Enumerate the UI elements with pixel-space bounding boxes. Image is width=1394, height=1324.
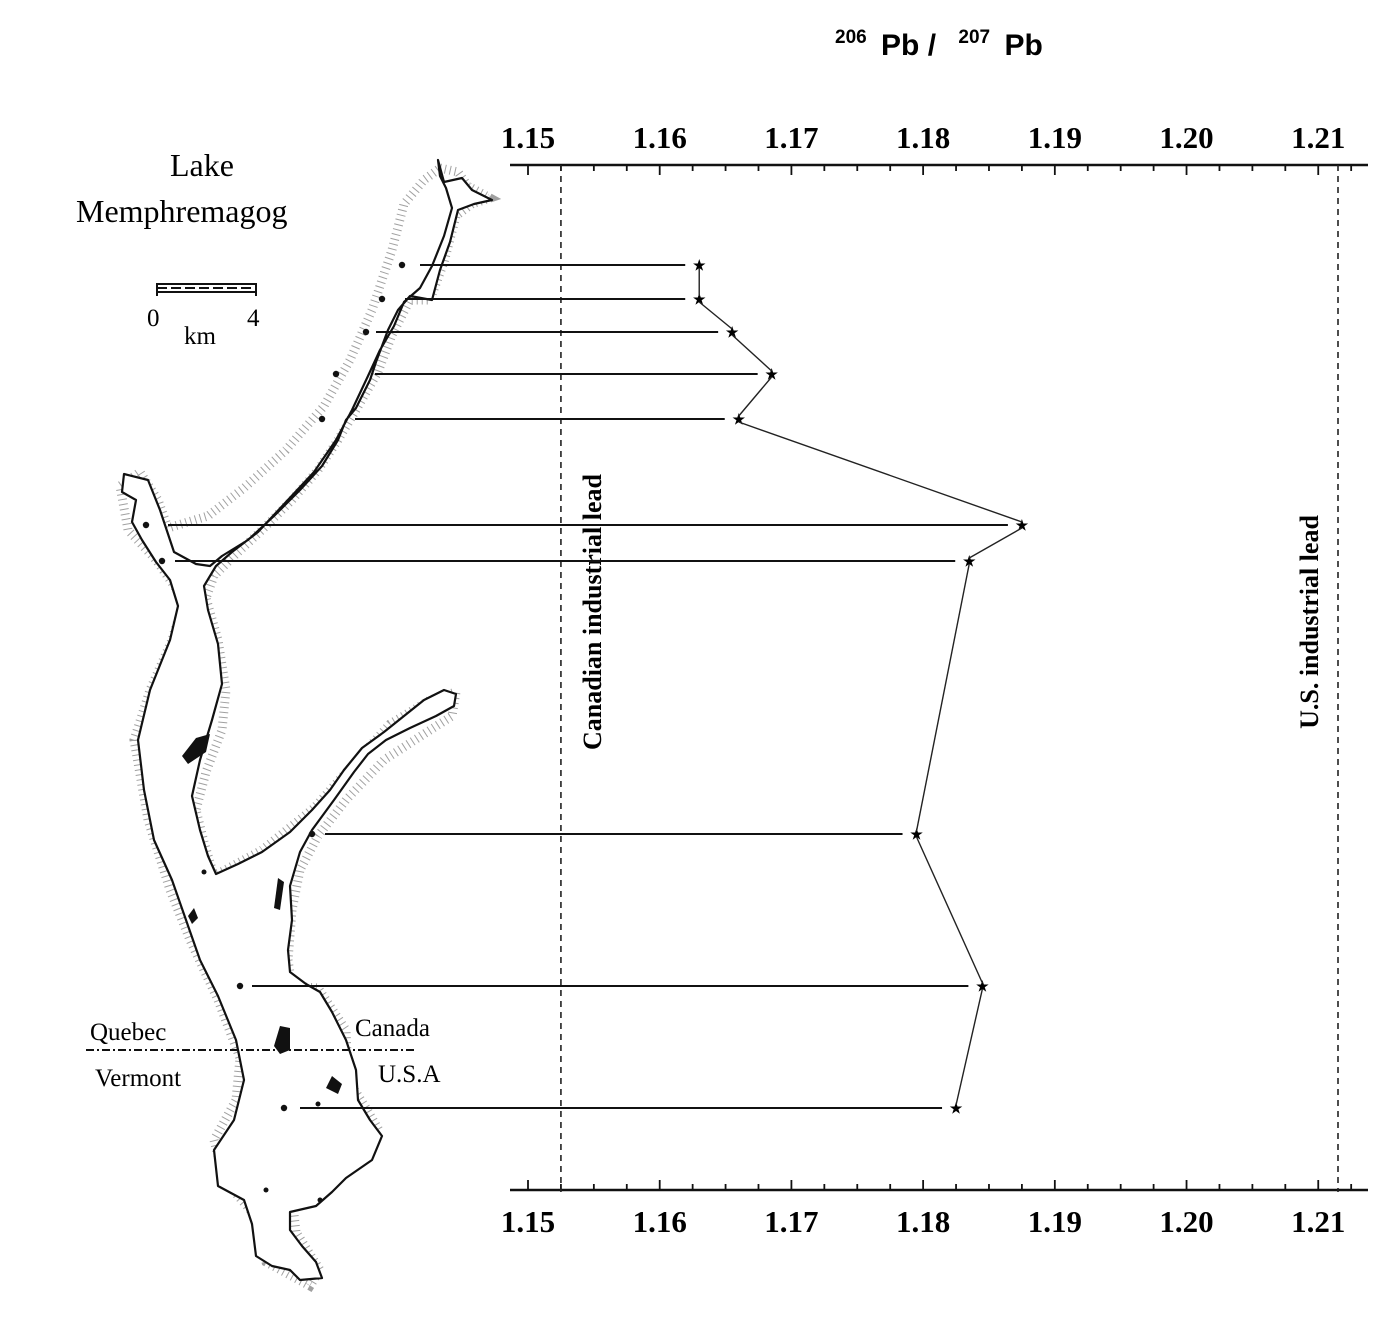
island-1 <box>182 734 210 764</box>
profile-segment <box>915 563 970 832</box>
bottom-axis-tick-label: 1.21 <box>1291 1204 1345 1239</box>
data-point: ★ <box>963 554 976 570</box>
top-axis-tick-label: 1.19 <box>1028 120 1082 155</box>
data-point: ★ <box>765 367 778 383</box>
map-dot <box>315 1101 321 1107</box>
sampling-station <box>158 557 166 565</box>
island-5 <box>274 878 284 910</box>
top-x-axis: 1.15 1.16 1.17 1.18 1.19 1.20 1.21 <box>501 120 1368 175</box>
island-3 <box>326 1076 342 1094</box>
label-vermont: Vermont <box>95 1065 181 1092</box>
label-usa: U.S.A <box>378 1061 441 1088</box>
map-dot <box>317 1197 323 1203</box>
data-point: ★ <box>950 1101 963 1117</box>
sampling-station <box>332 370 340 378</box>
sampling-station <box>280 1104 288 1112</box>
bottom-axis-tick-label: 1.19 <box>1028 1204 1082 1239</box>
profile-segment <box>698 301 733 330</box>
bottom-x-axis: 1.15 1.16 1.17 1.18 1.19 1.20 1.21 <box>501 1180 1368 1239</box>
top-axis-tick-label: 1.21 <box>1291 120 1345 155</box>
sampling-station <box>236 982 244 990</box>
profile-segment <box>915 836 984 984</box>
data-point: ★ <box>976 979 989 995</box>
axis-title-sup-2: 207 <box>958 27 990 48</box>
top-axis-tick-label: 1.17 <box>764 120 818 155</box>
lake-map: Lake Memphremagog 0 4 km Quebec Vermont … <box>76 147 502 1292</box>
axis-title-base-1: Pb / <box>881 29 937 62</box>
profile-segment <box>731 334 773 372</box>
sampling-station <box>378 295 386 303</box>
axis-title-base-2: Pb <box>1004 29 1042 62</box>
sampling-station <box>398 261 406 269</box>
scale-end-label: 4 <box>247 305 260 332</box>
sampling-station <box>142 521 150 529</box>
sample-lines: ★★★★★★★★★★ <box>142 258 1029 1117</box>
island-4 <box>188 908 198 924</box>
reference-line-label: Canadian industrial lead <box>578 473 607 750</box>
reference-label-backing <box>580 440 615 784</box>
bottom-axis-tick-label: 1.17 <box>764 1204 818 1239</box>
map-title-line-2: Memphremagog <box>76 193 288 229</box>
label-canada: Canada <box>355 1015 430 1042</box>
scale-start-label: 0 <box>147 305 160 332</box>
island-2 <box>274 1026 290 1054</box>
data-point: ★ <box>910 827 923 843</box>
profile-segment <box>738 421 1023 523</box>
bottom-axis-tick-label: 1.20 <box>1159 1204 1213 1239</box>
profile-segment <box>955 988 984 1106</box>
isotope-profile <box>698 268 1023 1106</box>
axis-title: 206 Pb / 207 Pb <box>835 17 1043 62</box>
label-quebec: Quebec <box>90 1019 166 1046</box>
data-point: ★ <box>732 412 745 428</box>
map-dot <box>201 869 207 875</box>
top-axis-tick-label: 1.15 <box>501 120 555 155</box>
map-dot <box>263 1187 269 1193</box>
bottom-axis-tick-label: 1.16 <box>633 1204 687 1239</box>
bottom-axis-tick-label: 1.18 <box>896 1204 950 1239</box>
sampling-station <box>362 328 370 336</box>
bottom-axis-tick-label: 1.15 <box>501 1204 555 1239</box>
top-axis-tick-label: 1.18 <box>896 120 950 155</box>
profile-segment <box>968 527 1023 559</box>
scale-unit-label: km <box>184 323 217 350</box>
reference-lines: Canadian industrial lead U.S. industrial … <box>560 165 1339 1192</box>
top-axis-tick-label: 1.20 <box>1159 120 1213 155</box>
data-point: ★ <box>726 325 739 341</box>
sampling-station <box>308 830 316 838</box>
reference-label-backing <box>1298 450 1332 794</box>
scale-bar: 0 4 km <box>147 283 260 350</box>
lake-outline <box>120 158 494 1282</box>
axis-title-sup-1: 206 <box>835 27 867 48</box>
profile-segment <box>738 376 773 417</box>
top-axis-tick-label: 1.16 <box>633 120 687 155</box>
map-title-line-1: Lake <box>170 147 234 183</box>
reference-line-label: U.S. industrial lead <box>1295 515 1324 729</box>
sampling-station <box>318 415 326 423</box>
data-point: ★ <box>693 258 706 274</box>
